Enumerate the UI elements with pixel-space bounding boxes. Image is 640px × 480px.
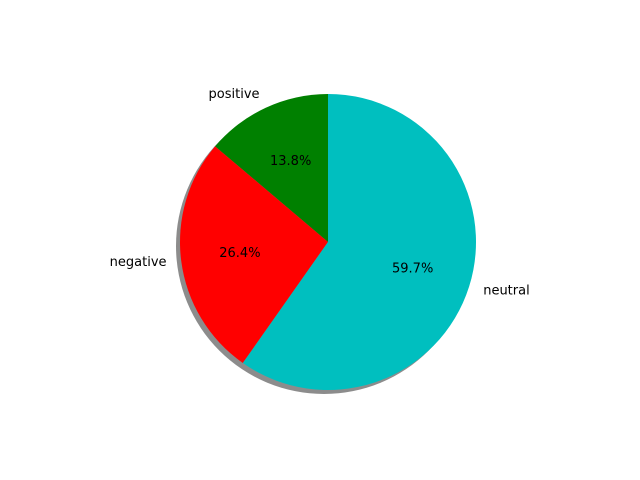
slice-pct-negative: 26.4% <box>219 246 260 261</box>
pie-slice-positive <box>215 94 328 242</box>
slice-label-neutral: neutral <box>483 284 530 299</box>
slice-pct-positive: 13.8% <box>270 154 311 169</box>
pie-labels: positive 13.8% negative 26.4% neutral 59.7% <box>110 87 530 299</box>
pie-slices <box>180 94 476 390</box>
slice-label-negative: negative <box>110 255 167 270</box>
pie-slice-negative <box>180 146 328 364</box>
slice-pct-neutral: 59.7% <box>392 261 433 276</box>
slice-label-positive: positive <box>209 87 260 102</box>
pie-slice-neutral <box>242 94 476 390</box>
